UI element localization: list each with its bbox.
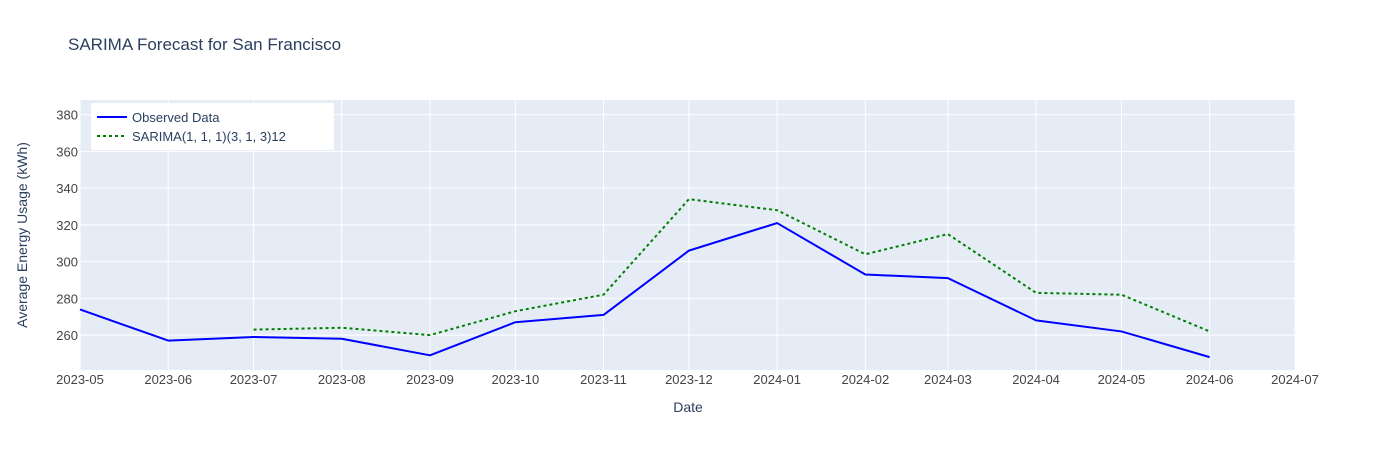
y-tick-label: 380 (56, 108, 78, 123)
series-layer (79, 198, 1211, 359)
x-tick-label: 2023-05 (56, 372, 104, 387)
legend[interactable]: Observed Data SARIMA(1, 1, 1)(3, 1, 3)12 (91, 103, 334, 150)
x-tick-label: 2023-10 (491, 372, 539, 387)
x-tick-label: 2024-07 (1271, 372, 1319, 387)
series-line-observed[interactable] (79, 222, 1210, 359)
x-tick-label: 2023-09 (406, 372, 454, 387)
y-tick-label: 320 (56, 218, 78, 233)
x-tick-label: 2024-01 (753, 372, 801, 387)
x-tick-label: 2023-07 (230, 372, 278, 387)
y-tick-label: 300 (56, 255, 78, 270)
legend-label-sarima[interactable]: SARIMA(1, 1, 1)(3, 1, 3)12 (132, 129, 286, 144)
x-tick-label: 2024-02 (841, 372, 889, 387)
x-tick-label: 2024-03 (924, 372, 972, 387)
chart-title: SARIMA Forecast for San Francisco (68, 35, 341, 54)
legend-label-observed[interactable]: Observed Data (132, 110, 220, 125)
x-axis-ticks: 2023-05 2023-06 2023-07 2023-08 2023-09 2023-… (56, 372, 1319, 387)
x-tick-label: 2024-05 (1098, 372, 1146, 387)
x-tick-label: 2023-12 (665, 372, 713, 387)
y-tick-label: 280 (56, 291, 78, 306)
x-tick-label: 2023-08 (318, 372, 366, 387)
y-axis-label: Average Energy Usage (kWh) (14, 142, 30, 328)
y-axis-ticks: 260 280 300 320 340 360 380 (56, 108, 78, 343)
y-tick-label: 260 (56, 328, 78, 343)
x-tick-label: 2023-06 (144, 372, 192, 387)
y-tick-label: 340 (56, 181, 78, 196)
y-tick-label: 360 (56, 144, 78, 159)
x-tick-label: 2024-06 (1186, 372, 1234, 387)
x-axis-label: Date (673, 399, 703, 415)
x-tick-label: 2023-11 (580, 372, 627, 387)
legend-background (91, 103, 334, 150)
x-tick-label: 2024-04 (1012, 372, 1060, 387)
